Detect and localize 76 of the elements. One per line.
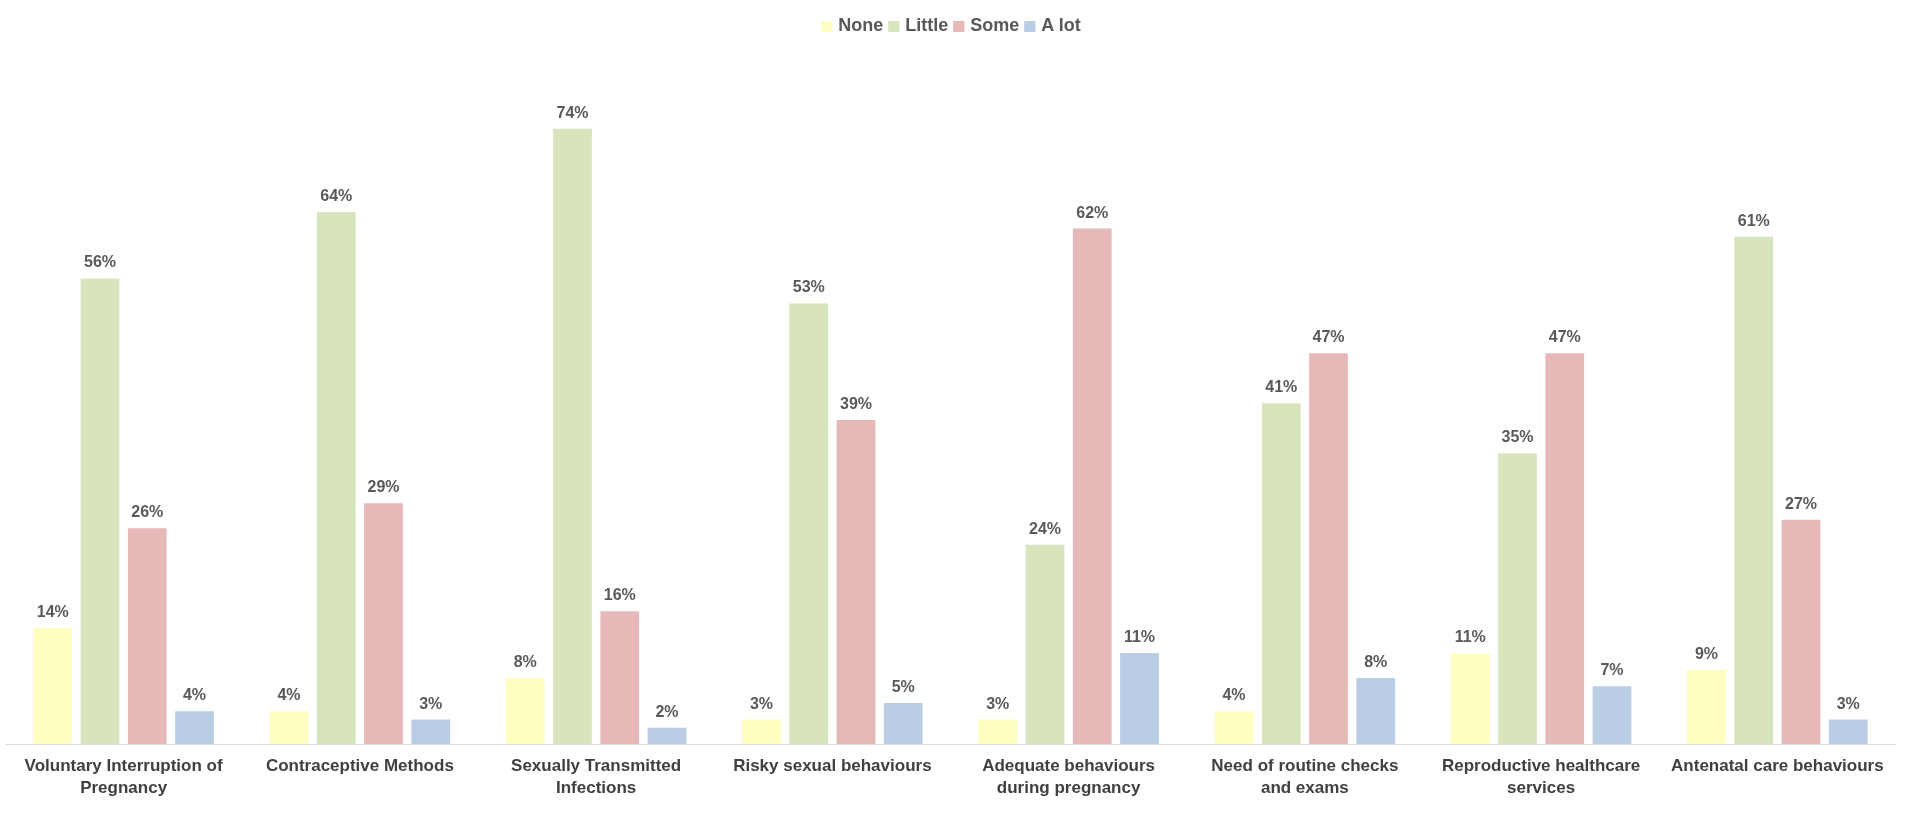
bar <box>316 211 356 745</box>
data-label: 9% <box>1694 644 1719 662</box>
bar <box>80 278 120 745</box>
bar <box>978 719 1018 745</box>
data-label: 41% <box>1265 378 1298 396</box>
bar <box>175 711 214 745</box>
data-label: 5% <box>891 677 915 695</box>
data-label: 61% <box>1737 211 1770 229</box>
bar <box>1214 711 1254 745</box>
bar <box>1309 353 1348 745</box>
data-label: 62% <box>1076 203 1109 221</box>
bar <box>647 727 687 745</box>
data-label: 4% <box>277 686 301 704</box>
bar <box>1687 669 1726 745</box>
bar <box>1828 719 1868 745</box>
x-tick-label: Risky sexual behaviours <box>733 755 932 775</box>
bar <box>883 702 923 745</box>
bar <box>127 528 167 745</box>
data-label: 4% <box>1222 686 1246 704</box>
data-label: 74% <box>556 103 589 121</box>
bar <box>411 719 451 745</box>
data-label: 47% <box>1312 328 1345 346</box>
legend-label: Some <box>970 15 1020 36</box>
data-label: 29% <box>367 478 400 496</box>
bar <box>742 719 781 745</box>
data-label: 8% <box>1364 652 1388 670</box>
bar <box>33 627 73 745</box>
data-label: 7% <box>1600 661 1624 679</box>
data-label: 56% <box>83 253 117 271</box>
data-label: 4% <box>182 686 207 704</box>
data-label: 2% <box>655 702 679 720</box>
x-tick-label: Sexually Transmitted Infections <box>511 755 682 798</box>
data-label: 35% <box>1501 428 1534 446</box>
data-label: 47% <box>1548 328 1581 346</box>
bar <box>1592 686 1632 745</box>
data-label: 16% <box>603 586 636 604</box>
data-label: 3% <box>419 694 443 712</box>
bar <box>1025 544 1065 745</box>
data-label: 27% <box>1784 494 1818 512</box>
bar <box>269 711 309 745</box>
data-label: 53% <box>792 278 825 296</box>
data-label: 3% <box>1836 694 1860 712</box>
bar <box>364 503 403 745</box>
bar <box>789 303 829 745</box>
bar <box>1356 677 1396 745</box>
x-tick-label: Antenatal care behaviours <box>1671 755 1884 775</box>
data-label: 3% <box>986 694 1010 712</box>
x-tick-label: Need of routine checks and exams <box>1211 755 1399 798</box>
data-label: 11% <box>1123 627 1156 645</box>
bar <box>553 128 592 745</box>
x-tick-label: Reproductive healthcare services <box>1441 755 1641 798</box>
data-label: 39% <box>839 394 873 412</box>
data-label: 11% <box>1454 627 1486 645</box>
x-tick-label: Adequate behaviours during pregnancy <box>982 755 1156 798</box>
bar <box>1261 403 1301 745</box>
bar <box>600 611 640 745</box>
data-label: 26% <box>131 503 164 521</box>
data-label: 8% <box>513 652 537 670</box>
bar <box>505 677 545 745</box>
data-label: 64% <box>320 186 353 204</box>
legend-label: Little <box>905 15 949 36</box>
bar <box>836 419 876 745</box>
x-tick-label: Voluntary Interruption of Pregnancy <box>24 755 223 798</box>
data-label: 3% <box>749 694 774 712</box>
bar <box>1545 353 1585 745</box>
bar <box>1781 519 1821 745</box>
bar <box>1120 652 1159 745</box>
data-label: 14% <box>36 602 69 620</box>
legend-label: A lot <box>1041 15 1081 36</box>
bar <box>1734 236 1774 745</box>
legend-label: None <box>838 15 884 36</box>
data-label: 24% <box>1028 519 1062 537</box>
x-tick-label: Contraceptive Methods <box>265 755 454 775</box>
bar <box>1450 652 1490 745</box>
bar <box>1498 453 1537 745</box>
bar <box>1072 228 1112 745</box>
